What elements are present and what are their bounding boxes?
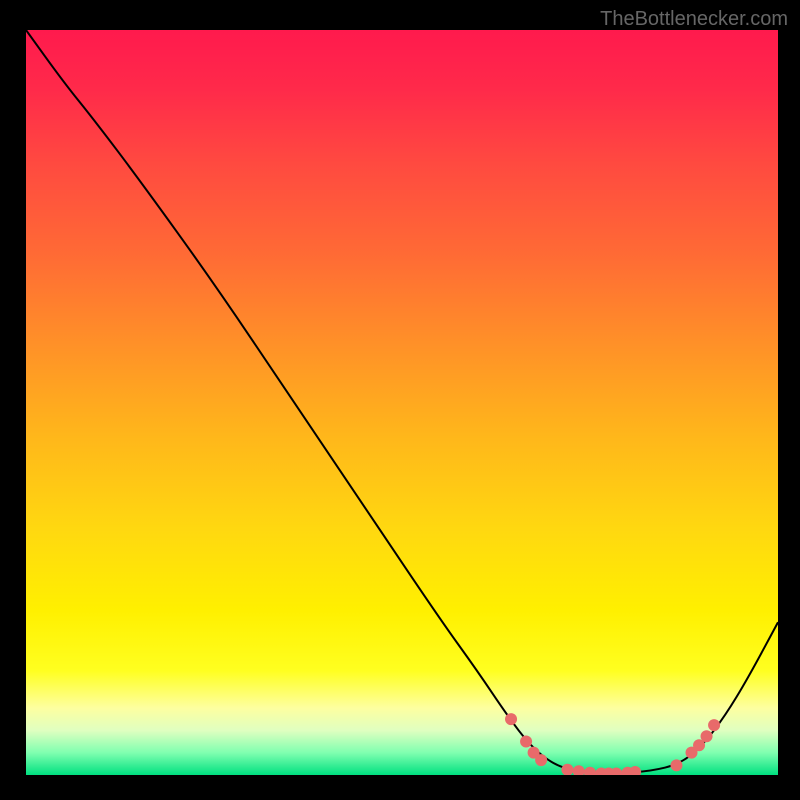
chart-container: TheBottlenecker.com	[0, 0, 800, 800]
data-marker	[535, 754, 547, 766]
data-markers	[505, 713, 720, 775]
data-marker	[629, 766, 641, 775]
data-marker	[584, 767, 596, 775]
data-marker	[573, 765, 585, 775]
chart-line-layer	[26, 30, 778, 775]
data-marker	[708, 719, 720, 731]
data-marker	[520, 735, 532, 747]
data-marker	[505, 713, 517, 725]
watermark-text: TheBottlenecker.com	[600, 8, 788, 31]
data-marker	[701, 730, 713, 742]
data-marker	[670, 759, 682, 771]
plot-area	[26, 30, 778, 775]
data-marker	[561, 764, 573, 775]
curve-line	[26, 30, 778, 773]
